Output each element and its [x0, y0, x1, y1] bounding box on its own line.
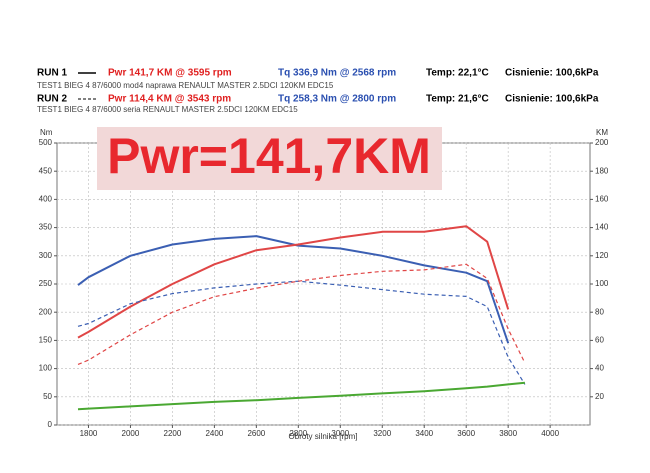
- y-tick-label: 150: [39, 336, 53, 345]
- run-description: TEST1 BIEG 4 87/6000 mod4 naprawa RENAUL…: [37, 81, 334, 90]
- x-tick-label: 1800: [80, 429, 98, 438]
- y2-tick-label: 120: [595, 251, 609, 260]
- y-tick-label: 400: [39, 195, 53, 204]
- x-tick-label: 2200: [164, 429, 182, 438]
- x-axis-label: Obroty silnika [rpm]: [289, 432, 358, 441]
- series-line: [77, 225, 510, 339]
- temperature: Temp: 22,1°C: [426, 68, 489, 79]
- y2-tick-label: 40: [595, 364, 604, 373]
- y-tick-label: 50: [43, 392, 52, 401]
- temperature: Temp: 21,6°C: [426, 94, 489, 105]
- y2-tick-label: 20: [595, 392, 604, 401]
- series-line: [77, 235, 510, 344]
- x-tick-label: 2400: [205, 429, 223, 438]
- y2-tick-label: 80: [595, 307, 604, 316]
- y-tick-label: 250: [39, 279, 53, 288]
- x-tick-label: 3600: [457, 429, 475, 438]
- series-line: [77, 381, 526, 411]
- x-tick-label: 2000: [122, 429, 140, 438]
- power-peak: Pwr 141,7 KM @ 3595 rpm: [108, 68, 232, 79]
- y2-axis-label: KM: [596, 128, 608, 137]
- x-tick-label: 2800: [289, 429, 307, 438]
- y2-tick-label: 140: [595, 223, 609, 232]
- y2-tick-label: 200: [595, 138, 609, 147]
- y-tick-label: 0: [48, 420, 53, 429]
- series-line: [77, 263, 526, 365]
- y2-tick-label: 160: [595, 195, 609, 204]
- pressure: Cisnienie: 100,6kPa: [505, 94, 599, 105]
- y-tick-label: 200: [39, 307, 53, 316]
- torque-peak: Tq 336,9 Nm @ 2568 rpm: [278, 68, 396, 79]
- pressure: Cisnienie: 100,6kPa: [505, 68, 599, 79]
- y-tick-label: 300: [39, 251, 53, 260]
- x-tick-label: 3000: [331, 429, 349, 438]
- y-axis-label: Nm: [40, 128, 53, 137]
- x-tick-label: 3800: [499, 429, 517, 438]
- y2-tick-label: 100: [595, 279, 609, 288]
- x-tick-label: 4000: [541, 429, 559, 438]
- run-label: RUN 2: [37, 94, 67, 105]
- power-peak: Pwr 114,4 KM @ 3543 rpm: [108, 94, 231, 105]
- x-tick-label: 3400: [415, 429, 433, 438]
- y2-tick-label: 180: [595, 166, 609, 175]
- series-line: [77, 280, 526, 385]
- run-description: TEST1 BIEG 4 87/6000 seria RENAULT MASTE…: [37, 105, 298, 114]
- x-tick-label: 3200: [373, 429, 391, 438]
- y2-tick-label: 60: [595, 336, 604, 345]
- y-tick-label: 350: [39, 223, 53, 232]
- y-tick-label: 500: [39, 138, 53, 147]
- x-tick-label: 2600: [247, 429, 265, 438]
- run-label: RUN 1: [37, 68, 67, 79]
- y-tick-label: 100: [39, 364, 53, 373]
- chart-title: Pwr=141,7KM: [107, 128, 431, 184]
- torque-peak: Tq 258,3 Nm @ 2800 rpm: [278, 94, 396, 105]
- title-box: [97, 127, 442, 190]
- y-tick-label: 450: [39, 166, 53, 175]
